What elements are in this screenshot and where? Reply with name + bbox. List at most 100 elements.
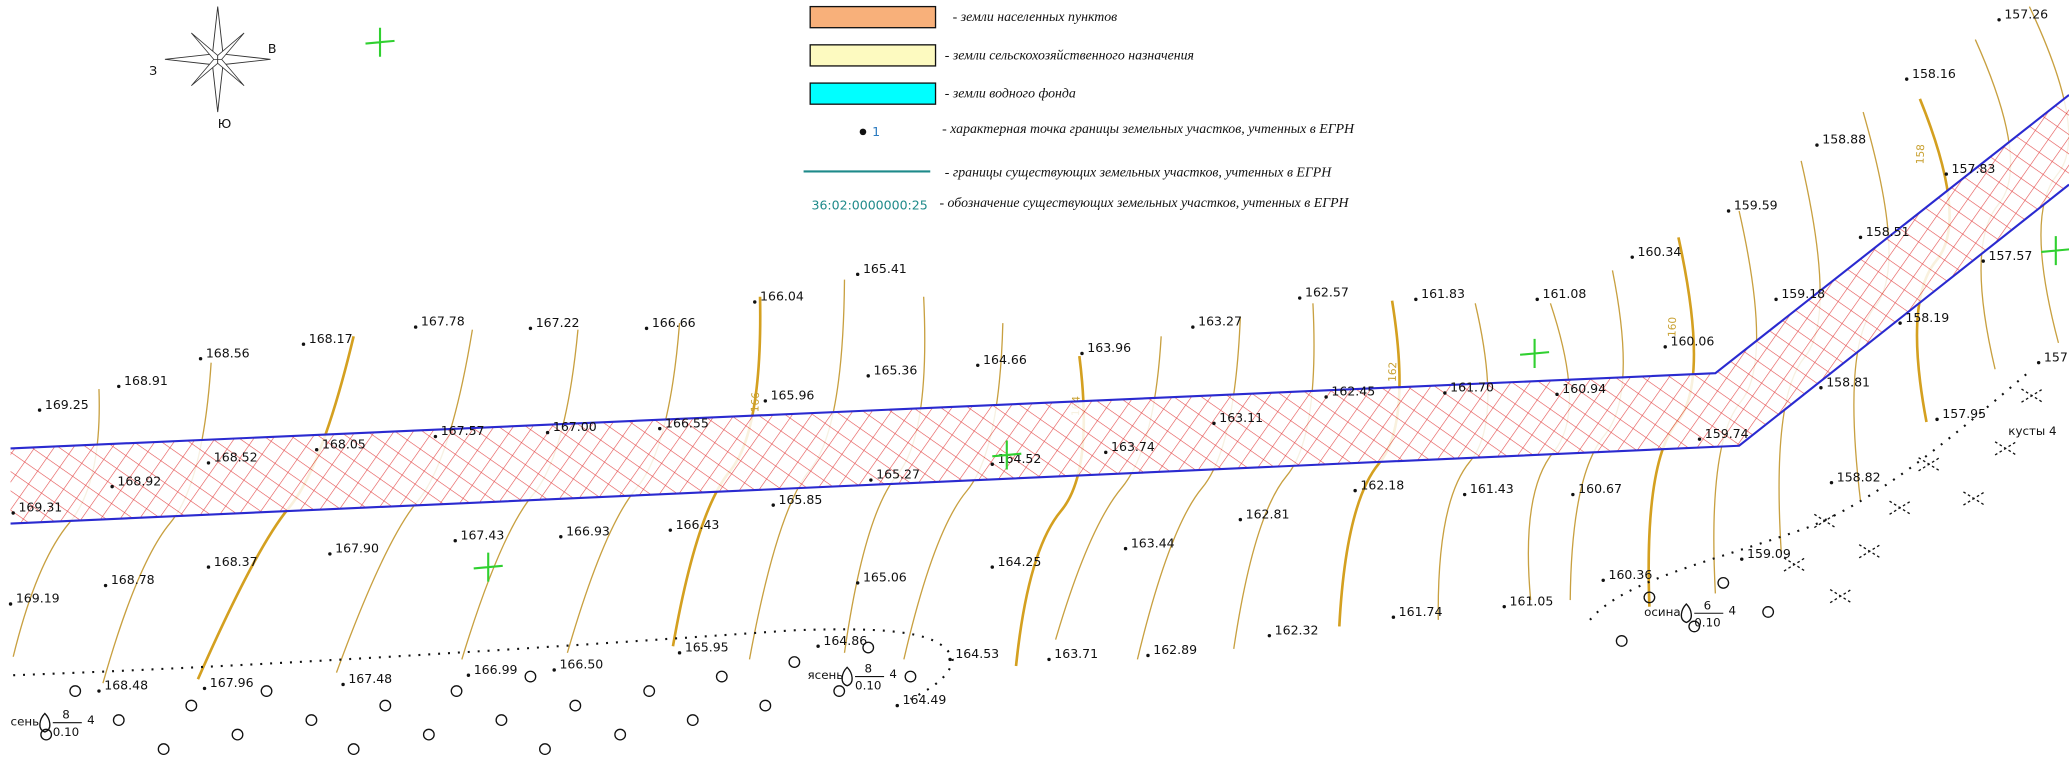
elevation-label: 166.04 xyxy=(760,289,804,304)
elevation-label: 157.83 xyxy=(1952,161,1996,176)
tree-symbol xyxy=(69,685,82,697)
contour-line xyxy=(1337,300,1401,627)
elevation-label: 167.48 xyxy=(348,671,392,686)
elevation-label: 167.78 xyxy=(421,314,465,329)
tree-symbol xyxy=(1762,605,1775,618)
elevation-point xyxy=(1414,297,1418,302)
elevation-label: 160.94 xyxy=(1562,381,1606,396)
elevation-label: 158.88 xyxy=(1822,132,1866,147)
elevation-point xyxy=(301,342,306,346)
legend-text: - земли населенных пунктов xyxy=(953,9,1118,24)
legend-swatch xyxy=(809,82,937,105)
tree-symbol xyxy=(833,685,846,697)
bush-symbol xyxy=(1918,457,1941,472)
elevation-label: 168.91 xyxy=(124,373,168,388)
elevation-point xyxy=(1353,488,1357,493)
elevation-point xyxy=(1104,450,1108,455)
elevation-label: 167.57 xyxy=(441,423,485,438)
contour-label: 160 xyxy=(1666,316,1679,337)
elevation-label: 158.51 xyxy=(1866,224,1910,239)
strip-border xyxy=(10,94,2069,450)
elevation-point xyxy=(668,528,673,532)
elevation-point xyxy=(771,503,775,507)
contour-line xyxy=(903,323,1004,660)
tree-icon xyxy=(39,712,51,733)
elevation-point xyxy=(990,462,994,466)
tree-symbol xyxy=(260,685,273,697)
compass-south: Ю xyxy=(218,116,232,131)
elevation-label: 164.49 xyxy=(903,692,947,707)
elevation-point xyxy=(855,272,860,277)
tree-count: 4 xyxy=(87,713,95,727)
elevation-point xyxy=(1146,653,1150,658)
elevation-point xyxy=(328,552,332,556)
tree-species: осина xyxy=(1644,605,1681,619)
elevation-label: 160.67 xyxy=(1578,481,1622,496)
elevation-point xyxy=(1391,615,1396,619)
legend-text: - земли сельскохозяйственного назначения xyxy=(945,47,1194,62)
tree-denominator: 0.10 xyxy=(53,725,79,739)
strip-border xyxy=(10,183,2069,525)
tree-symbol xyxy=(422,728,435,741)
tree-symbol xyxy=(759,699,772,712)
elevation-label: 164.86 xyxy=(823,633,867,648)
elevation-label: 159.09 xyxy=(1747,546,1791,561)
elevation-label: 168.52 xyxy=(214,450,258,465)
elevation-point xyxy=(1944,172,1949,176)
elevation-label: 163.71 xyxy=(1054,646,1098,661)
bush-symbol xyxy=(1829,588,1852,604)
elevation-label: 168.48 xyxy=(104,678,148,693)
elevation-label: 162.32 xyxy=(1275,622,1319,637)
contour-label: 158 xyxy=(1915,144,1928,165)
elevation-label: 161.74 xyxy=(1399,604,1443,619)
tree-count: 4 xyxy=(1729,604,1737,618)
tree-symbol xyxy=(1688,620,1701,633)
elevation-label: 163.96 xyxy=(1087,340,1131,355)
elevation-label: 160.06 xyxy=(1671,334,1715,349)
elevation-label: 165.95 xyxy=(685,639,729,654)
tree-symbol xyxy=(347,743,360,756)
elevation-point xyxy=(11,511,15,515)
elevation-point xyxy=(1535,297,1539,302)
legend-text: - границы существующих земельных участко… xyxy=(945,165,1332,180)
elevation-label: 158.19 xyxy=(1905,310,1949,325)
elevation-point xyxy=(866,374,870,378)
bush-symbol xyxy=(1963,491,1985,506)
elevation-label: 166.55 xyxy=(665,415,709,430)
elevation-point xyxy=(341,682,345,687)
survey-cross xyxy=(992,440,1022,470)
elevation-point xyxy=(37,408,42,412)
elevation-point xyxy=(314,448,319,452)
contour-line xyxy=(1233,303,1315,649)
elevation-point xyxy=(869,478,873,482)
tree-symbol xyxy=(379,699,392,712)
elevation-point xyxy=(1858,235,1863,240)
tree-symbol xyxy=(686,714,699,727)
elevation-point xyxy=(1819,386,1823,390)
elevation-label: 162.81 xyxy=(1246,506,1290,521)
elevation-label: 165.85 xyxy=(779,492,823,507)
elevation-label: 165.36 xyxy=(874,363,918,378)
tree-symbol xyxy=(495,714,508,727)
elevation-point xyxy=(990,565,994,569)
tree-numerator: 8 xyxy=(62,708,70,722)
elevation-label: 166.99 xyxy=(474,662,518,677)
elevation-point xyxy=(1462,492,1467,497)
elevation-label: 159.59 xyxy=(1734,198,1778,213)
contour-line xyxy=(1437,303,1489,620)
elevation-point xyxy=(103,583,108,588)
elevation-point xyxy=(1829,480,1834,485)
elevation-point xyxy=(1212,421,1216,426)
elevation-point xyxy=(658,426,662,431)
elevation-point xyxy=(895,703,899,708)
elevation-label: 158.82 xyxy=(1837,469,1881,484)
elevation-point xyxy=(559,535,563,539)
tree-denominator: 0.10 xyxy=(1694,615,1720,629)
elevation-point xyxy=(855,581,860,585)
bush-symbol xyxy=(1889,500,1912,515)
legend-text: - земли водного фонда xyxy=(945,86,1076,101)
elevation-label: 161.70 xyxy=(1450,380,1494,395)
elevation-point xyxy=(1663,345,1667,349)
bush-symbol xyxy=(1994,441,2017,456)
elevation-point xyxy=(413,325,418,329)
